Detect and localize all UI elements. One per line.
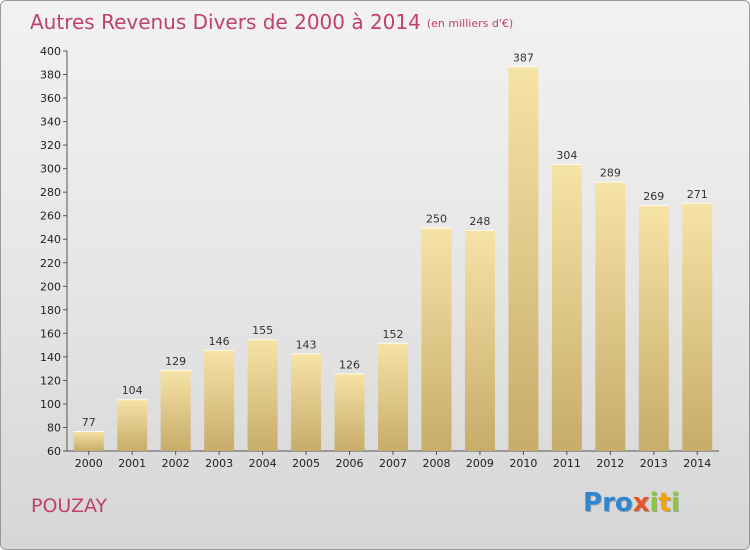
x-tick-label: 2007 [379, 457, 407, 470]
logo-letter: o [614, 488, 633, 518]
x-tick-label: 2013 [640, 457, 668, 470]
bar-2003 [204, 349, 235, 451]
logo-letter: t [658, 488, 671, 518]
y-tick-label: 100 [40, 398, 61, 411]
value-label: 155 [252, 324, 273, 337]
proxiti-logo: Proxiti [583, 488, 680, 518]
x-tick-label: 2002 [162, 457, 190, 470]
bar-2011 [551, 163, 582, 452]
bar-2012 [595, 181, 626, 451]
bar-2008 [421, 227, 452, 451]
bar-2010 [508, 66, 539, 451]
value-label: 289 [600, 167, 621, 180]
y-tick-label: 120 [40, 374, 61, 387]
logo-letter: x [632, 488, 650, 518]
bar-2014 [682, 202, 713, 451]
value-label: 387 [513, 51, 534, 64]
y-tick-label: 180 [40, 304, 61, 317]
chart-title: Autres Revenus Divers de 2000 à 2014 (en … [30, 10, 513, 34]
title-text: Autres Revenus Divers de 2000 à 2014 [30, 10, 421, 34]
bar-2004 [247, 339, 278, 451]
x-tick-label: 2006 [336, 457, 364, 470]
y-tick-label: 140 [40, 351, 61, 364]
value-label: 152 [383, 328, 404, 341]
bar-2005 [291, 353, 322, 451]
x-tick-label: 2010 [509, 457, 537, 470]
logo-letter: i [649, 488, 659, 518]
y-tick-label: 80 [47, 421, 61, 434]
y-tick-label: 260 [40, 210, 61, 223]
unit-note: (en milliers d'€) [426, 17, 514, 30]
y-tick-label: 240 [40, 233, 61, 246]
y-tick-label: 320 [40, 139, 61, 152]
x-tick-label: 2003 [205, 457, 233, 470]
value-label: 77 [82, 416, 96, 429]
y-tick-label: 380 [40, 69, 61, 82]
bar-2009 [464, 229, 495, 451]
value-label: 269 [643, 190, 664, 203]
x-tick-label: 2000 [75, 457, 103, 470]
logo-letter: i [670, 488, 680, 518]
x-tick-label: 2004 [249, 457, 277, 470]
x-tick-label: 2011 [553, 457, 581, 470]
value-label: 129 [165, 355, 186, 368]
logo-letter: r [602, 488, 615, 518]
value-label: 104 [122, 384, 143, 397]
y-tick-label: 60 [47, 445, 61, 458]
value-label: 271 [687, 188, 708, 201]
x-tick-label: 2008 [422, 457, 450, 470]
x-tick-label: 2005 [292, 457, 320, 470]
bar-2006 [334, 373, 365, 451]
bar-2000 [73, 431, 104, 451]
bar-2002 [160, 369, 191, 451]
x-tick-label: 2009 [466, 457, 494, 470]
y-tick-label: 280 [40, 186, 61, 199]
y-tick-label: 360 [40, 92, 61, 105]
y-tick-label: 160 [40, 327, 61, 340]
bar-2007 [378, 342, 408, 451]
x-tick-label: 2001 [118, 457, 146, 470]
value-label: 304 [556, 149, 577, 162]
value-label: 146 [209, 335, 230, 348]
commune-name: POUZAY [31, 495, 108, 517]
value-label: 248 [469, 215, 490, 228]
value-label: 126 [339, 358, 360, 371]
x-tick-label: 2014 [683, 457, 711, 470]
bar-2001 [117, 399, 148, 451]
value-label: 250 [426, 212, 447, 225]
y-tick-label: 300 [40, 163, 61, 176]
value-label: 143 [296, 338, 317, 351]
bar-2013 [638, 205, 669, 451]
y-tick-label: 400 [40, 45, 61, 58]
y-tick-label: 340 [40, 116, 61, 129]
y-tick-label: 220 [40, 257, 61, 270]
logo-letter: P [583, 488, 603, 518]
x-tick-label: 2012 [596, 457, 624, 470]
y-tick-label: 200 [40, 280, 61, 293]
